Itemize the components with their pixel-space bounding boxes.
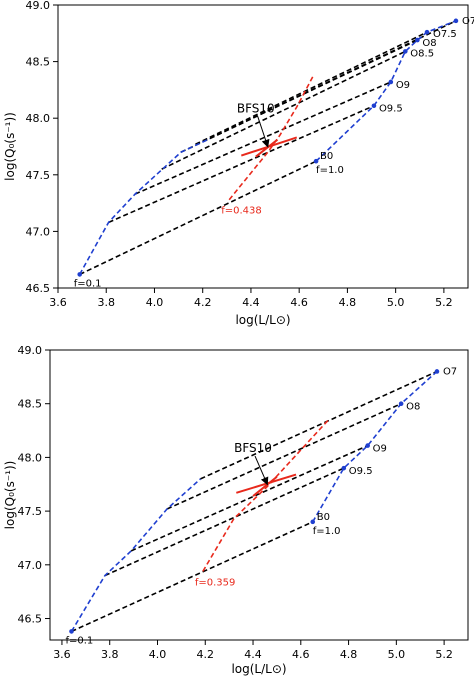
plot-frame <box>49 349 469 641</box>
f01-track-line <box>70 478 202 632</box>
x-tick-label: 4.2 <box>194 296 212 309</box>
iso-dashed-line <box>200 370 438 480</box>
spectral-type-point <box>398 401 404 407</box>
x-tick-label: 4.2 <box>197 648 215 661</box>
error-bar-segment <box>252 475 278 497</box>
spectral-type-point <box>310 519 316 525</box>
point-label: O9 <box>373 444 387 455</box>
spectral-type-point <box>415 37 420 43</box>
iso-dashed-line <box>195 31 428 145</box>
spectral-type-point <box>341 465 347 471</box>
x-axis-label: log(L/L⊙) <box>235 313 290 327</box>
y-tick-label: 48.5 <box>26 56 51 69</box>
y-axis-label: log(Q₀(s⁻¹)) <box>3 461 17 530</box>
y-tick-label: 47.0 <box>18 559 43 572</box>
x-tick-label: 4.8 <box>339 296 357 309</box>
spectral-type-point <box>313 158 319 164</box>
point-label: O9 <box>396 80 410 91</box>
iso-dashed-line <box>108 105 375 224</box>
iso-dashed-line <box>161 50 406 170</box>
y-tick-label: 49.0 <box>26 0 51 12</box>
y-tick-label: 47.5 <box>26 169 51 182</box>
spectral-type-point <box>388 79 394 85</box>
spectral-type-point <box>453 18 459 24</box>
x-tick-label: 4.8 <box>340 648 358 661</box>
y-tick-label: 46.5 <box>26 282 51 295</box>
point-label: f=1.0 <box>313 526 341 537</box>
x-tick-label: 5.0 <box>387 296 405 309</box>
x-tick-label: 5.0 <box>388 648 406 661</box>
point-label: B0 <box>320 151 333 162</box>
f01-track-line <box>79 137 211 275</box>
point-label: O7.5 <box>433 29 457 40</box>
y-tick-label: 46.5 <box>18 613 43 626</box>
x-tick-label: 3.6 <box>53 648 71 661</box>
iso-dashed-line <box>209 20 457 140</box>
f1-track-line <box>312 370 438 523</box>
x-axis-label: log(L/L⊙) <box>231 662 286 676</box>
f-best-track-line <box>228 74 315 201</box>
point-label: O8.5 <box>410 48 434 59</box>
x-tick-label: 3.8 <box>101 648 119 661</box>
error-bar-segment <box>255 138 279 158</box>
iso-dashed-line <box>130 444 369 552</box>
spectral-type-point <box>365 443 370 448</box>
x-tick-label: 4.0 <box>149 648 167 661</box>
x-tick-label: 4.0 <box>146 296 164 309</box>
annotation-arrow <box>254 455 269 486</box>
track-end-point <box>69 629 74 634</box>
iso-dashed-line <box>166 402 402 510</box>
point-label: f=0.1 <box>74 278 102 289</box>
point-label: O9.5 <box>379 104 403 115</box>
spectral-type-point <box>424 29 430 35</box>
track-end-point <box>77 272 83 277</box>
spectral-type-point <box>402 49 408 54</box>
y-tick-label: 48.0 <box>26 112 51 125</box>
x-tick-label: 3.8 <box>97 296 115 309</box>
point-label: O8 <box>406 402 420 413</box>
spectral-type-point <box>371 103 377 109</box>
iso-dashed-line <box>134 81 392 195</box>
point-label: f=0.359 <box>195 577 236 588</box>
annotation-label: BFS10 <box>237 102 275 116</box>
point-label: O7 <box>443 366 457 377</box>
x-tick-label: 5.2 <box>435 648 453 661</box>
point-label: B0 <box>317 512 330 523</box>
y-tick-label: 47.5 <box>18 505 43 518</box>
iso-dashed-line <box>71 521 314 633</box>
y-axis-label: log(Q₀(s⁻¹)) <box>3 112 17 181</box>
y-tick-label: 49.0 <box>18 344 43 357</box>
point-label: O7 <box>462 16 474 27</box>
y-tick-label: 48.5 <box>18 398 43 411</box>
x-tick-label: 3.6 <box>49 296 67 309</box>
point-label: O9.5 <box>349 466 373 477</box>
x-tick-label: 4.4 <box>244 648 262 661</box>
f-best-track-line <box>202 418 331 572</box>
point-label: O8 <box>422 38 436 49</box>
x-tick-label: 5.2 <box>435 296 453 309</box>
annotation-arrow <box>257 116 270 148</box>
point-label: f=0.438 <box>221 206 262 217</box>
plot-frame <box>57 4 469 289</box>
bottom-chart: 3.6 3.8 4.0 4.2 4.4 4.6 4.8 5.0 5.2 46.5 47.0 47.5 4… <box>3 344 469 676</box>
top-chart: 3.6 3.8 4.0 4.2 4.4 4.6 4.8 5.0 5.2 46.5 47.0 47.5 4… <box>3 0 474 327</box>
x-tick-label: 4.4 <box>242 296 260 309</box>
point-label: f=1.0 <box>316 165 344 176</box>
y-tick-label: 48.0 <box>18 451 43 464</box>
iso-dashed-line <box>104 467 345 577</box>
iso-dashed-line <box>79 160 317 276</box>
point-label: f=0.1 <box>65 635 93 646</box>
spectral-type-point <box>434 369 440 374</box>
annotation-label: BFS10 <box>234 441 272 455</box>
x-tick-label: 4.6 <box>292 648 310 661</box>
y-tick-label: 47.0 <box>26 225 51 238</box>
x-tick-label: 4.6 <box>290 296 308 309</box>
